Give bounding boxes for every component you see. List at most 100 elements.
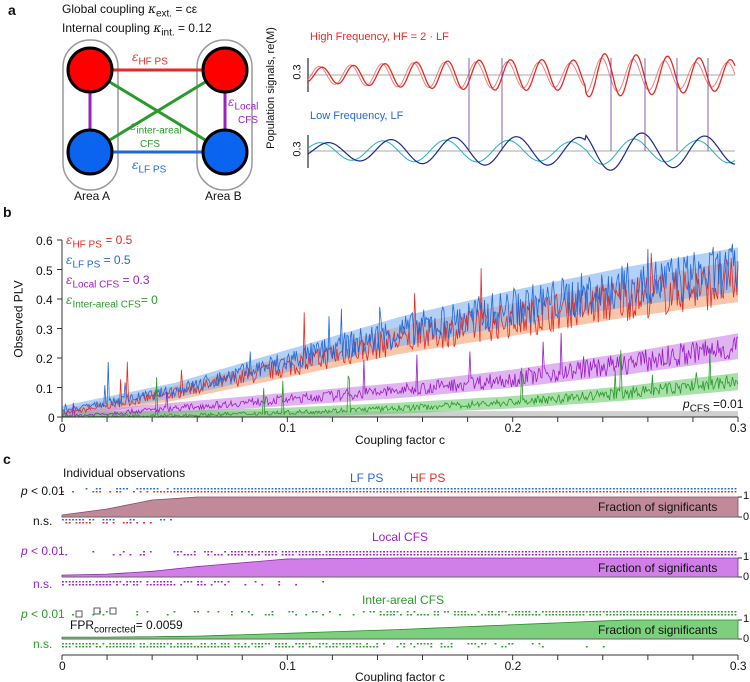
observation-mark: [183, 488, 186, 490]
eps: ε: [132, 158, 139, 172]
observation-mark: [535, 554, 537, 556]
observation-mark: [508, 554, 510, 556]
observation-mark: [163, 519, 166, 521]
observation-mark: [166, 491, 169, 493]
observation-mark: [339, 488, 341, 490]
observation-mark: [85, 584, 88, 586]
fraction-area-2: [61, 619, 739, 640]
plv-xlabel: Coupling factor c: [355, 433, 446, 447]
observation-mark: [612, 491, 615, 493]
observation-mark: [335, 488, 338, 490]
observation-mark: [410, 643, 412, 645]
observation-mark: [396, 491, 399, 493]
observation-mark: [433, 488, 436, 490]
observation-mark: [258, 491, 260, 493]
observation-mark: [190, 491, 193, 493]
observation-mark: [616, 554, 619, 556]
observation-mark: [585, 491, 588, 493]
observation-mark: [599, 491, 602, 493]
observation-mark: [427, 488, 429, 490]
observation-mark: [504, 551, 507, 553]
observation-mark: [670, 551, 673, 553]
plv-ytick: 0.5: [36, 263, 53, 278]
observation-mark: [173, 611, 176, 613]
observation-mark: [298, 551, 301, 553]
observation-mark: [92, 614, 95, 616]
observation-mark: [694, 614, 696, 616]
observation-mark: [68, 522, 71, 524]
ns-label: n.s.: [33, 514, 53, 528]
observation-mark: [484, 554, 487, 556]
observation-mark: [656, 611, 659, 613]
lf-signal-1: [307, 138, 736, 165]
observation-mark: [366, 491, 368, 493]
observation-mark: [667, 554, 669, 556]
observation-mark: [92, 643, 95, 645]
observation-mark: [244, 491, 247, 493]
observation-mark: [531, 488, 534, 490]
observation-mark: [582, 491, 585, 493]
observation-mark: [734, 611, 737, 613]
observation-mark: [606, 614, 608, 616]
observation-mark: [464, 488, 467, 490]
observation-mark: [102, 522, 105, 524]
observation-mark: [531, 491, 534, 493]
observation-mark: [558, 551, 561, 553]
observation-mark: [356, 554, 358, 556]
observation-mark: [639, 554, 642, 556]
kappa-symbol: κ: [148, 2, 156, 16]
observation-mark: [511, 488, 514, 490]
observation-mark: [710, 614, 713, 616]
observation-mark: [305, 614, 308, 616]
observation-mark: [710, 551, 713, 553]
observation-mark: [464, 614, 467, 616]
observation-mark: [406, 614, 409, 616]
observation-mark: [329, 551, 331, 553]
sub2: CFS: [238, 115, 258, 127]
observation-mark: [62, 519, 64, 521]
observation-mark: [558, 611, 561, 613]
observation-mark: [318, 491, 321, 493]
observation-mark: [582, 551, 585, 553]
observation-mark: [721, 551, 723, 553]
observation-mark: [413, 551, 416, 553]
observation-mark: [295, 551, 298, 553]
observation-mark: [670, 614, 673, 616]
observation-mark: [203, 551, 206, 553]
observation-mark: [200, 581, 203, 583]
observation-mark: [288, 554, 291, 556]
observation-mark: [687, 554, 690, 556]
observation-mark: [258, 551, 260, 553]
observation-mark: [690, 488, 693, 490]
observation-mark: [393, 551, 396, 553]
observation-mark: [247, 551, 250, 553]
observation-mark: [62, 646, 64, 648]
observation-mark: [119, 491, 122, 493]
observation-mark: [349, 646, 352, 648]
observation-mark: [609, 488, 612, 490]
observation-mark: [105, 646, 108, 648]
observation-mark: [247, 646, 250, 648]
observation-mark: [122, 522, 125, 524]
observation-mark: [413, 554, 416, 556]
observation-mark: [281, 491, 284, 493]
observation-mark: [139, 581, 142, 583]
observation-mark: [474, 488, 477, 490]
observation-mark: [89, 646, 91, 648]
observation-mark: [450, 551, 453, 553]
observation-mark: [146, 611, 149, 613]
observation-mark: [285, 643, 287, 645]
observation-mark: [251, 614, 254, 616]
observation-mark: [379, 491, 382, 493]
observation-mark: [298, 488, 301, 490]
observation-mark: [119, 581, 122, 583]
local-cfs-label: Local CFS: [372, 530, 429, 544]
fraction-area-1: [61, 557, 739, 578]
observation-mark: [535, 491, 537, 493]
observation-mark: [717, 491, 720, 493]
plv-ytick: 0.4: [36, 293, 53, 307]
observation-mark: [271, 614, 274, 616]
observation-mark: [437, 611, 439, 613]
observation-mark: [403, 643, 406, 645]
observation-mark: [166, 488, 169, 490]
